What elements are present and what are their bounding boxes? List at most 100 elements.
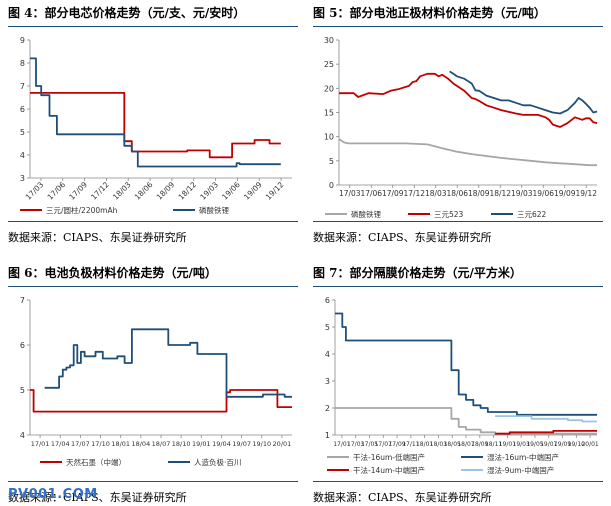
fig7-chart: 12345617/0117/0317/0517/0717/0917/1118/0… xyxy=(325,296,599,475)
series-line-1 xyxy=(30,57,281,168)
fig7-source: 数据来源：CIAPS、东吴证券研究所 xyxy=(313,491,492,504)
x-tick-label: 17/06 xyxy=(46,180,68,202)
x-tick-label: 18/10 xyxy=(172,440,191,448)
x-tick-label: 19/01 xyxy=(192,440,211,448)
legend-label: 三元/圆柱/2200mAh xyxy=(46,205,118,215)
x-tick-label: 18/01 xyxy=(111,440,130,448)
fig6-title: 图 6：电池负极材料价格走势（元/吨） xyxy=(8,266,217,280)
legend-label: 湿法-16um-中端国产 xyxy=(487,452,559,462)
x-tick-label: 17/09 xyxy=(382,189,404,198)
x-tick-label: 20/01 xyxy=(581,441,598,448)
fig4-title: 图 4：部分电芯价格走势（元/支、元/安时） xyxy=(8,6,246,20)
fig6-bottom-rule xyxy=(8,481,298,482)
fig5-title-rule xyxy=(313,26,603,27)
y-tick-label: 4 xyxy=(325,350,330,359)
x-tick-label: 17/05 xyxy=(361,441,378,448)
series-line-1 xyxy=(335,312,597,416)
fig7-bottom-rule xyxy=(313,481,603,482)
y-tick-label: 5 xyxy=(329,157,334,166)
x-tick-label: 17/10 xyxy=(91,440,110,448)
x-tick-label: 18/12 xyxy=(177,180,199,202)
x-tick-label: 17/03 xyxy=(24,180,46,202)
y-tick-label: 5 xyxy=(325,323,330,332)
x-tick-label: 18/04 xyxy=(131,440,150,448)
y-tick-label: 20 xyxy=(324,84,334,93)
x-tick-label: 19/06 xyxy=(532,189,554,198)
fig4-title-rule xyxy=(8,26,298,27)
x-tick-label: 19/12 xyxy=(575,189,597,198)
x-tick-label: 17/03 xyxy=(339,189,361,198)
y-tick-label: 6 xyxy=(20,341,25,350)
x-tick-label: 17/09 xyxy=(388,441,405,448)
fig6-title-rule xyxy=(8,286,298,287)
y-tick-label: 4 xyxy=(20,431,25,440)
x-tick-label: 18/09 xyxy=(471,441,488,448)
fig4-source: 数据来源：CIAPS、东吴证券研究所 xyxy=(8,231,187,244)
legend-label: 人造负极·百川 xyxy=(194,457,241,467)
x-tick-label: 17/01 xyxy=(31,440,50,448)
x-tick-label: 17/04 xyxy=(51,440,70,448)
x-tick-label: 20/01 xyxy=(273,440,292,448)
x-tick-label: 19/10 xyxy=(568,441,585,448)
x-tick-label: 19/03 xyxy=(511,189,533,198)
x-tick-label: 18/12 xyxy=(489,189,511,198)
y-tick-label: 9 xyxy=(20,36,25,45)
x-tick-label: 19/03 xyxy=(513,441,530,448)
x-tick-label: 19/09 xyxy=(554,441,571,448)
fig5-source: 数据来源：CIAPS、东吴证券研究所 xyxy=(313,231,492,244)
fig5-panel: 图 5：部分电池正极材料价格走势（元/吨） 0 5 10 15 20 25 30 17/03 1… xyxy=(313,4,603,249)
legend-label: 三元523 xyxy=(434,210,464,219)
series-line-0 xyxy=(30,92,281,159)
fig5-title: 图 5：部分电池正极材料价格走势（元/吨） xyxy=(313,6,546,20)
fig6-source: 数据来源：CIAPS、东吴证券研究所 xyxy=(8,491,187,504)
series-line-2 xyxy=(449,70,598,115)
y-tick-label: 30 xyxy=(324,36,334,45)
x-tick-label: 18/03 xyxy=(430,441,447,448)
y-tick-label: 0 xyxy=(329,181,334,190)
x-tick-label: 19/05 xyxy=(526,441,543,448)
series-line-0 xyxy=(338,138,597,167)
y-tick-label: 6 xyxy=(20,105,25,114)
y-tick-label: 5 xyxy=(20,386,25,395)
x-tick-label: 18/09 xyxy=(468,189,490,198)
x-tick-label: 18/03 xyxy=(425,189,447,198)
y-tick-label: 1 xyxy=(325,431,330,440)
legend-label: 磷酸铁锂 xyxy=(199,205,229,215)
legend-label: 磷酸铁锂 xyxy=(351,209,381,219)
y-tick-label: 3 xyxy=(325,377,330,386)
fig4-bottom-rule xyxy=(8,221,298,222)
legend-label: 湿法-9um-中端国产 xyxy=(487,465,554,475)
x-tick-label: 19/07 xyxy=(540,441,557,448)
x-tick-label: 19/04 xyxy=(212,440,231,448)
x-tick-label: 18/06 xyxy=(133,180,155,202)
x-tick-label: 19/07 xyxy=(232,440,251,448)
fig7-title-rule xyxy=(313,286,603,287)
fig7-panel: 图 7：部分隔膜价格走势（元/平方米） 1 2 3 4 5 6 17/01 17/03 17/0… xyxy=(313,264,603,506)
x-tick-label: 19/12 xyxy=(264,180,286,202)
fig4-panel: 图 4：部分电芯价格走势（元/支、元/安时） 3 4 5 6 7 8 9 17/03 17/06… xyxy=(8,4,298,249)
y-tick-label: 3 xyxy=(20,174,25,183)
y-tick-label: 5 xyxy=(20,128,25,137)
series-line-0 xyxy=(30,389,292,413)
series-line-0 xyxy=(335,407,597,435)
x-tick-label: 18/05 xyxy=(444,441,461,448)
x-tick-label: 17/07 xyxy=(375,441,392,448)
x-tick-label: 17/09 xyxy=(67,180,89,202)
x-tick-label: 17/03 xyxy=(347,441,364,448)
y-tick-label: 6 xyxy=(325,296,330,305)
y-tick-label: 15 xyxy=(324,109,334,118)
x-tick-label: 18/11 xyxy=(485,441,502,448)
x-tick-label: 17/12 xyxy=(403,189,425,198)
y-tick-label: 4 xyxy=(20,151,25,160)
x-tick-label: 18/01 xyxy=(416,441,433,448)
x-tick-label: 17/11 xyxy=(402,441,419,448)
y-tick-label: 7 xyxy=(20,82,25,91)
fig5-bottom-rule xyxy=(313,221,603,222)
x-tick-label: 18/09 xyxy=(155,180,177,202)
legend-label: 干法-14um-中端国产 xyxy=(353,465,425,475)
legend-label: 天然石墨（中端） xyxy=(66,457,126,467)
series-line-1 xyxy=(44,328,292,398)
